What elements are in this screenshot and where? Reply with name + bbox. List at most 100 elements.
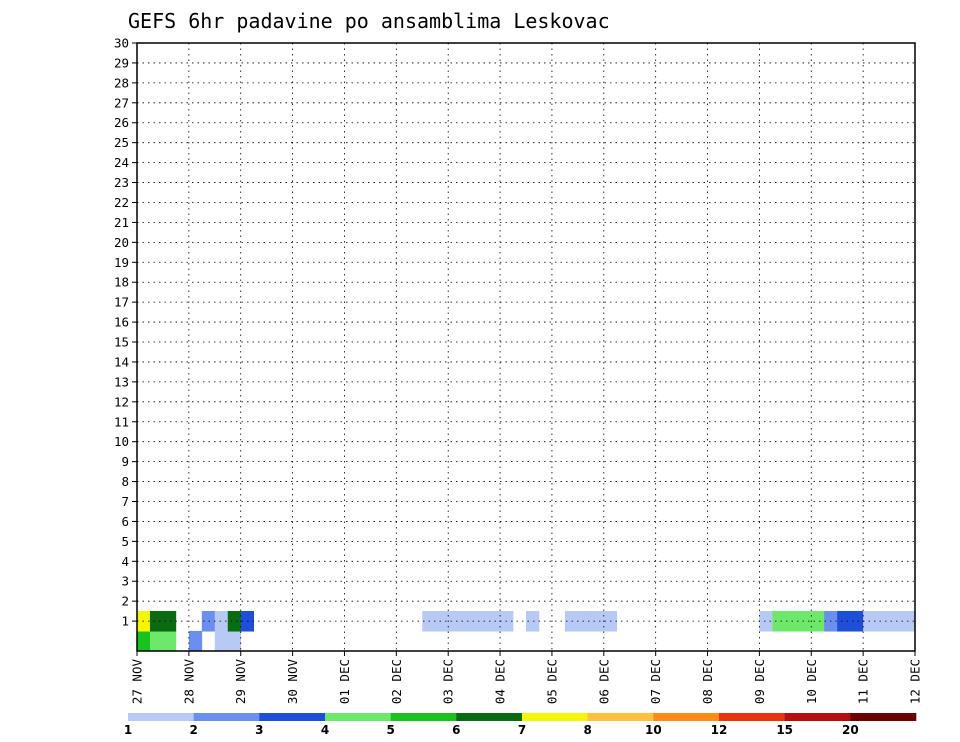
colorbar-label: 1: [124, 723, 132, 737]
y-tick-label: 4: [121, 554, 129, 569]
y-tick-label: 25: [114, 135, 129, 150]
y-tick-label: 14: [114, 354, 129, 369]
precip-cell: [162, 610, 177, 632]
x-tick-label: 03 DEC: [441, 659, 456, 704]
colorbar-label: 8: [583, 723, 591, 737]
y-tick-label: 30: [114, 36, 129, 51]
precip-cell: [214, 610, 229, 632]
colorbar-label: 2: [189, 723, 197, 737]
y-tick-label: 1: [121, 614, 129, 629]
heatmap-cells: [137, 610, 916, 652]
colorbar-label: 6: [452, 723, 460, 737]
colorbar-swatch: [259, 713, 326, 721]
precip-cell: [149, 630, 164, 652]
precip-cell: [837, 610, 851, 632]
colorbar-swatch: [784, 713, 851, 721]
y-tick-label: 12: [114, 394, 129, 409]
colorbar-swatch: [456, 713, 523, 721]
precip-cell: [798, 610, 812, 632]
colorbar-label: 10: [645, 723, 662, 737]
x-tick-label: 08 DEC: [700, 659, 715, 704]
y-tick-label: 16: [114, 315, 129, 330]
x-tick-label: 05 DEC: [544, 659, 559, 704]
x-tick-label: 02 DEC: [389, 659, 404, 704]
y-tick-label: 3: [121, 574, 129, 589]
y-tick-label: 5: [121, 534, 129, 549]
precip-cell: [811, 610, 825, 632]
colorbar-swatch: [193, 713, 260, 721]
y-tick-label: 23: [114, 175, 129, 190]
x-tick-label: 30 NOV: [285, 659, 300, 705]
precip-cell: [577, 610, 592, 632]
plot-frame: [136, 42, 916, 652]
y-axis: 1234567891011121314151617181920212223242…: [114, 36, 137, 629]
x-tick-label: 28 NOV: [181, 659, 196, 705]
y-tick-label: 26: [114, 115, 129, 130]
y-tick-label: 15: [114, 335, 129, 350]
colorbar-swatch: [128, 713, 194, 721]
precip-cell: [590, 610, 605, 632]
colorbar-swatch: [719, 713, 785, 721]
precip-cell: [526, 610, 540, 632]
y-tick-label: 7: [121, 494, 129, 509]
y-tick-label: 6: [121, 514, 129, 529]
colorbar-label: 4: [321, 723, 329, 737]
x-tick-label: 11 DEC: [856, 659, 871, 704]
y-tick-label: 18: [114, 275, 129, 290]
y-tick-label: 11: [114, 414, 129, 429]
precip-cell: [435, 610, 449, 632]
x-tick-label: 01 DEC: [337, 659, 352, 704]
precip-cell: [214, 630, 229, 652]
precip-cell: [188, 630, 203, 652]
x-axis: 27 NOV 28 NOV 29 NOV 30 NOV 01 DEC 02 DEC 03 D…: [130, 651, 923, 704]
x-tick-label: 06 DEC: [596, 659, 611, 704]
precip-cell: [227, 630, 242, 652]
precip-cell: [487, 610, 501, 632]
precip-cell: [902, 610, 916, 632]
y-tick-label: 22: [114, 195, 129, 210]
y-tick-label: 21: [114, 215, 129, 230]
precip-cell: [149, 610, 164, 632]
y-tick-label: 9: [121, 454, 129, 469]
precip-cell: [759, 610, 773, 632]
y-tick-label: 19: [114, 255, 129, 270]
precip-cell: [448, 610, 462, 632]
colorbar: 1 2 3 4 5 6 7 8 10 12 15 20: [124, 713, 917, 737]
precip-cell: [201, 610, 216, 632]
y-tick-label: 28: [114, 75, 129, 90]
x-tick-label: 12 DEC: [908, 659, 923, 704]
colorbar-label: 15: [776, 723, 793, 737]
y-tick-label: 10: [114, 434, 129, 449]
x-tick-label: 27 NOV: [130, 659, 145, 705]
colorbar-swatch: [522, 713, 588, 721]
x-tick-label: 29 NOV: [233, 659, 248, 705]
precip-cell: [227, 610, 242, 632]
y-tick-label: 20: [114, 235, 129, 250]
x-tick-label: 09 DEC: [752, 659, 767, 704]
y-tick-label: 29: [114, 55, 129, 70]
colorbar-label: 3: [255, 723, 263, 737]
colorbar-label: 7: [518, 723, 526, 737]
grid-lines: [137, 42, 916, 651]
y-tick-label: 8: [121, 474, 129, 489]
colorbar-swatch: [390, 713, 457, 721]
y-tick-label: 2: [121, 594, 129, 609]
colorbar-swatch: [653, 713, 720, 721]
precip-cell: [162, 630, 177, 652]
precip-cell: [850, 610, 864, 632]
precip-cell: [772, 610, 786, 632]
x-tick-label: 07 DEC: [648, 659, 663, 704]
precip-cell: [889, 610, 903, 632]
precip-cell: [474, 610, 488, 632]
x-tick-label: 10 DEC: [804, 659, 819, 704]
y-tick-label: 17: [114, 295, 129, 310]
colorbar-swatch: [850, 713, 917, 721]
y-tick-label: 27: [114, 95, 129, 110]
colorbar-label: 5: [386, 723, 394, 737]
precip-cell: [876, 610, 890, 632]
x-tick-label: 04 DEC: [493, 659, 508, 704]
y-tick-label: 24: [114, 155, 129, 170]
colorbar-label: 20: [842, 723, 859, 737]
precip-cell: [137, 630, 151, 652]
